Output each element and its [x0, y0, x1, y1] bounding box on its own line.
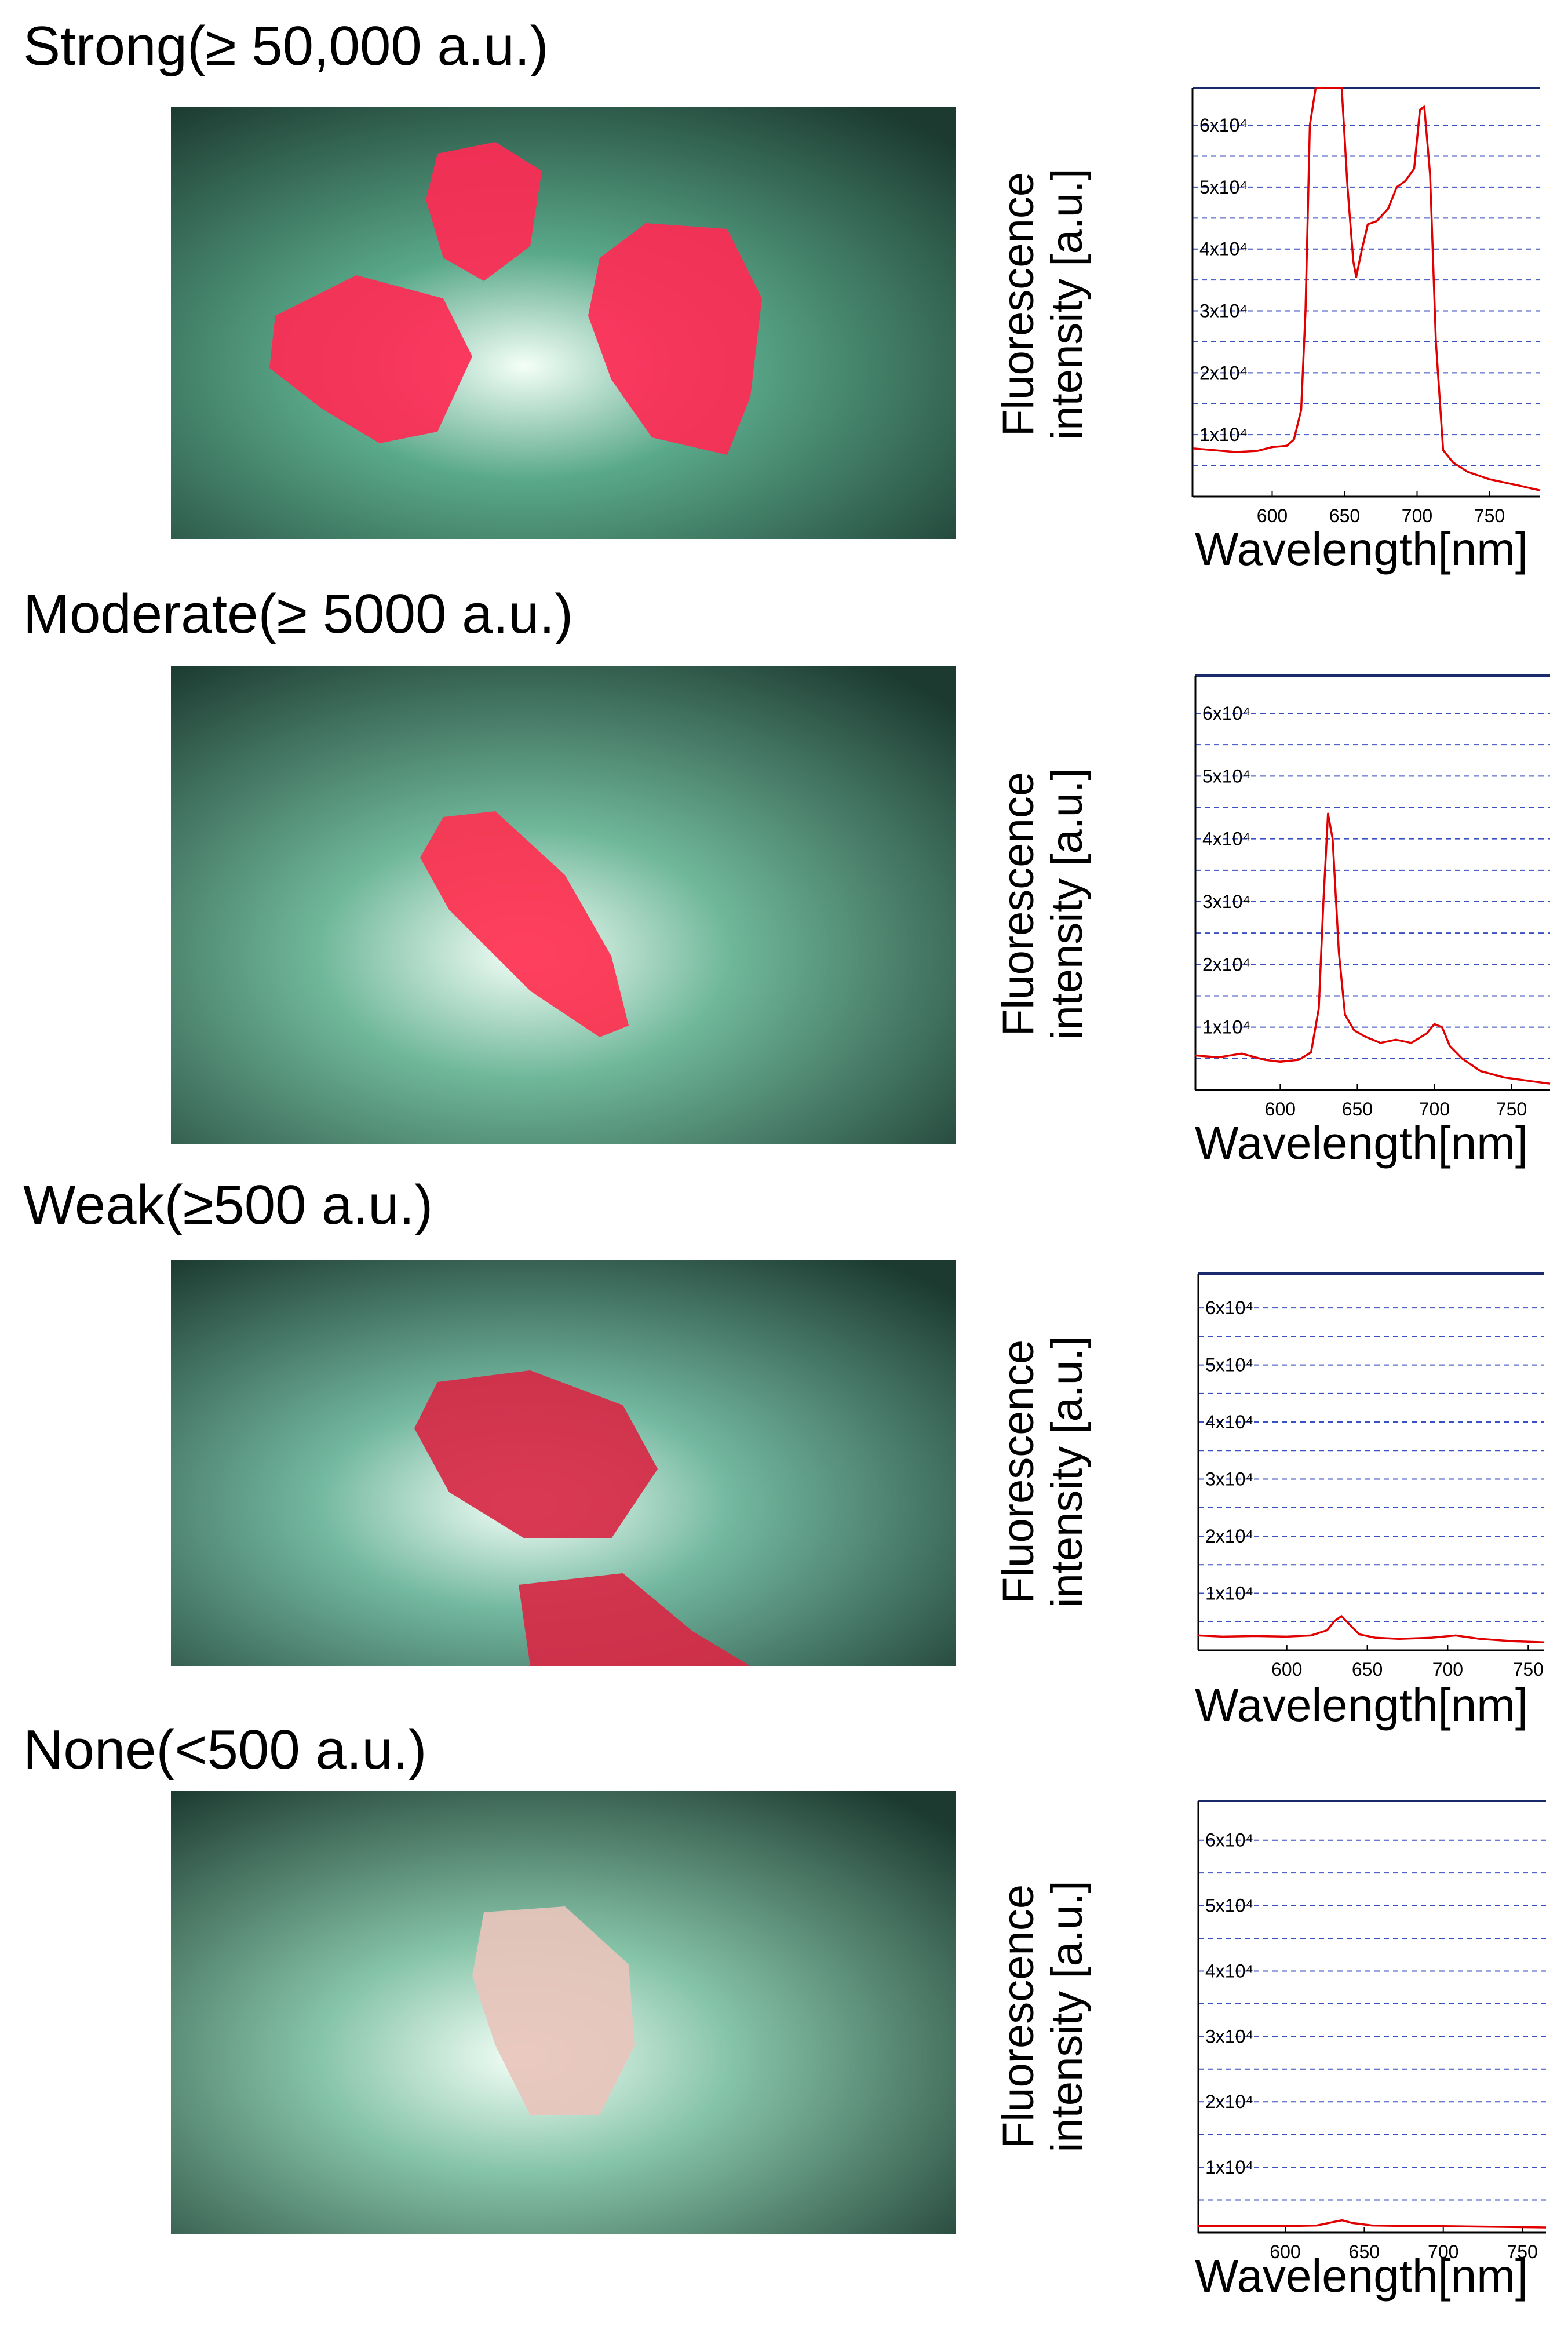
- x-tick-label: 750: [1507, 2241, 1537, 2262]
- spectrum-line: [1198, 1615, 1545, 1643]
- x-axis-label: Wavelength[nm]: [1195, 523, 1529, 575]
- y-tick-label: 1x10⁴: [1205, 2157, 1253, 2178]
- y-tick-label: 6x10⁴: [1202, 703, 1250, 724]
- x-tick-label: 750: [1513, 1659, 1544, 1680]
- y-tick-label: 4x10⁴: [1202, 829, 1250, 849]
- x-axis-label: Wavelength[nm]: [1195, 1117, 1529, 1169]
- y-axis-label-line2: intensity [a.u.]: [1042, 1336, 1092, 1608]
- spectrum-line: [1192, 87, 1541, 492]
- x-tick-label: 750: [1496, 1099, 1527, 1120]
- y-tick-label: 6x10⁴: [1199, 115, 1248, 136]
- panel-heading: Strong(≥ 50,000 a.u.): [23, 15, 549, 77]
- tissue-photo: [171, 1260, 956, 1666]
- y-tick-label: 1x10⁴: [1199, 424, 1248, 445]
- x-tick-label: 700: [1432, 1659, 1463, 1680]
- y-tick-label: 6x10⁴: [1205, 1297, 1253, 1318]
- panel-weak: Weak(≥500 a.u.) Fluorescence intensity […: [0, 1171, 1568, 1750]
- panel-strong: Strong(≥ 50,000 a.u.) Fluorescence inten…: [0, 12, 1568, 591]
- y-tick-label: 3x10⁴: [1205, 2026, 1253, 2047]
- panel-moderate: Moderate(≥ 5000 a.u.) Fluorescence inten…: [0, 579, 1568, 1169]
- tissue-photo: [171, 1791, 956, 2234]
- y-tick-label: 4x10⁴: [1205, 1412, 1253, 1432]
- x-tick-label: 600: [1270, 2241, 1300, 2262]
- y-tick-label: 5x10⁴: [1202, 765, 1250, 786]
- tissue-sample: [414, 1370, 658, 1538]
- spectrum-chart: 1x10⁴ 2x10⁴ 3x10⁴ 4x10⁴ 5x10⁴ 6x10⁴ 600 650 700 7…: [1191, 87, 1541, 537]
- y-axis-label-line1: Fluorescence: [994, 1339, 1043, 1605]
- y-tick-label: 6x10⁴: [1205, 1830, 1253, 1851]
- spectrum-chart: 1x10⁴ 2x10⁴ 3x10⁴ 4x10⁴ 5x10⁴ 6x10⁴ 600 650 700 7…: [1197, 1272, 1545, 1691]
- y-tick-label: 5x10⁴: [1205, 1895, 1253, 1916]
- x-tick-label: 650: [1352, 1659, 1383, 1680]
- tissue-sample: [519, 1573, 750, 1666]
- tissue-sample: [588, 223, 762, 455]
- y-tick-label: 2x10⁴: [1202, 954, 1250, 975]
- tissue-photo: [171, 666, 956, 1144]
- panel-heading: None(<500 a.u.): [23, 1719, 427, 1781]
- x-axis-label: Wavelength[nm]: [1195, 1679, 1529, 1731]
- x-tick-label: 600: [1257, 505, 1288, 526]
- panel-heading: Weak(≥500 a.u.): [23, 1174, 433, 1236]
- y-tick-label: 3x10⁴: [1202, 891, 1250, 912]
- spectrum-line: [1195, 812, 1551, 1085]
- tissue-sample: [420, 811, 629, 1037]
- x-axis-label: Wavelength[nm]: [1195, 2250, 1529, 2302]
- y-tick-label: 4x10⁴: [1199, 239, 1248, 260]
- x-tick-label: 600: [1271, 1659, 1302, 1680]
- y-tick-label: 3x10⁴: [1199, 301, 1248, 322]
- y-tick-label: 2x10⁴: [1205, 2091, 1253, 2112]
- spectrum-line: [1198, 2219, 1547, 2229]
- x-tick-label: 700: [1428, 2241, 1458, 2262]
- x-tick-label: 700: [1419, 1099, 1450, 1120]
- x-tick-label: 700: [1402, 505, 1432, 526]
- tissue-sample: [426, 142, 542, 281]
- y-tick-label: 5x10⁴: [1205, 1355, 1253, 1376]
- x-tick-label: 650: [1342, 1099, 1373, 1120]
- tissue-sample: [472, 1906, 635, 2115]
- y-tick-label: 3x10⁴: [1205, 1469, 1253, 1490]
- x-tick-label: 650: [1329, 505, 1360, 526]
- spectrum-chart: 1x10⁴ 2x10⁴ 3x10⁴ 4x10⁴ 5x10⁴ 6x10⁴ 600 650 700 7…: [1197, 1800, 1547, 2273]
- panel-none: None(<500 a.u.) Fluorescence intensity […: [0, 1715, 1568, 2302]
- x-tick-label: 600: [1265, 1099, 1296, 1120]
- y-tick-label: 1x10⁴: [1205, 1583, 1253, 1604]
- panel-heading: Moderate(≥ 5000 a.u.): [23, 583, 574, 645]
- y-axis-label-line1: Fluorescence: [994, 771, 1043, 1037]
- y-tick-label: 2x10⁴: [1205, 1526, 1253, 1547]
- y-axis-label-line2: intensity [a.u.]: [1042, 168, 1092, 440]
- y-tick-label: 4x10⁴: [1205, 1960, 1253, 1981]
- y-axis-label-line1: Fluorescence: [994, 1884, 1043, 2149]
- y-axis-label-line2: intensity [a.u.]: [1042, 768, 1092, 1040]
- x-tick-label: 650: [1349, 2241, 1380, 2262]
- y-tick-label: 2x10⁴: [1199, 362, 1248, 383]
- tissue-sample: [269, 275, 472, 443]
- y-axis-label-line1: Fluorescence: [994, 172, 1043, 437]
- tissue-photo: [171, 107, 956, 539]
- y-tick-label: 5x10⁴: [1199, 177, 1248, 198]
- spectrum-chart: 1x10⁴ 2x10⁴ 3x10⁴ 4x10⁴ 5x10⁴ 6x10⁴ 600 650 700 7…: [1194, 674, 1551, 1131]
- x-tick-label: 750: [1474, 505, 1505, 526]
- y-tick-label: 1x10⁴: [1202, 1017, 1250, 1038]
- y-axis-label-line2: intensity [a.u.]: [1042, 1880, 1092, 2153]
